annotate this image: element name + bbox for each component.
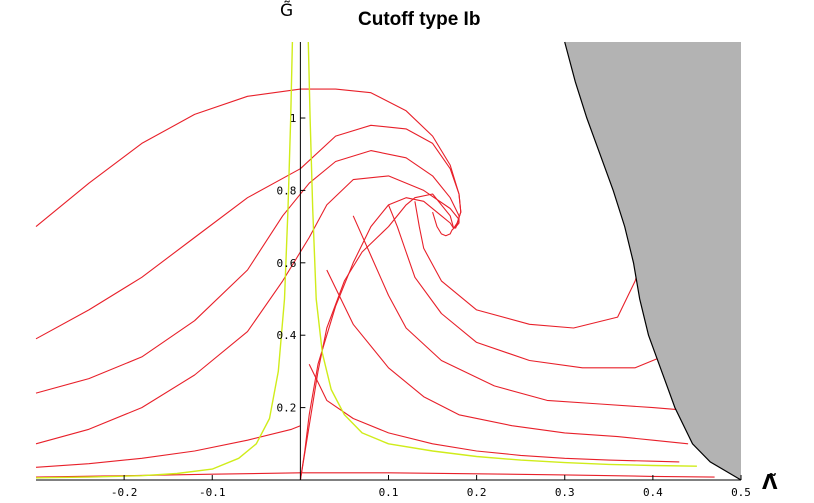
y-tick-label: 1	[290, 112, 297, 125]
y-axis-label: G̃	[280, 1, 294, 21]
flow-line-7	[299, 197, 455, 481]
flow-line-12	[387, 204, 671, 369]
flow-line-13	[414, 201, 645, 329]
x-ticks: -0.2 -0.1 0.1 0.2 0.3 0.4 0.5	[111, 475, 751, 499]
y-tick-label: 0.4	[277, 329, 297, 342]
flow-line-1	[35, 88, 462, 229]
flow-line-8	[299, 193, 455, 481]
x-tick-label: 0.4	[643, 486, 663, 499]
flow-line-10	[326, 269, 689, 445]
y-tick-label: 0.2	[277, 402, 297, 415]
flow-line-14	[432, 211, 455, 237]
separatrix-curves	[35, 41, 697, 479]
flow-line-9	[308, 363, 680, 463]
x-tick-label: -0.2	[111, 486, 138, 499]
shaded-region-layer	[564, 41, 742, 481]
flow-line-11	[352, 215, 697, 412]
region-boundary	[564, 41, 742, 481]
x-tick-label: -0.1	[199, 486, 226, 499]
flow-line-4	[35, 175, 460, 445]
flow-line-3	[35, 150, 460, 394]
y-tick-label: 0.6	[277, 257, 297, 270]
shaded-region	[564, 42, 741, 480]
x-axis-label: Λ̃	[762, 470, 778, 494]
separatrix-1	[35, 41, 294, 479]
x-tick-label: 0.3	[555, 486, 575, 499]
y-ticks: 0.2 0.4 0.6 0.8 1	[277, 112, 306, 415]
y-tick-label: 0.8	[277, 184, 297, 197]
x-tick-label: 0.1	[379, 486, 399, 499]
x-tick-label: 0.2	[467, 486, 487, 499]
flow-line-5	[35, 425, 301, 468]
x-tick-label: 0.5	[731, 486, 751, 499]
chart-title: Cutoff type Ib	[358, 9, 481, 30]
flow-line-2	[35, 124, 462, 340]
separatrix-2	[307, 41, 697, 467]
